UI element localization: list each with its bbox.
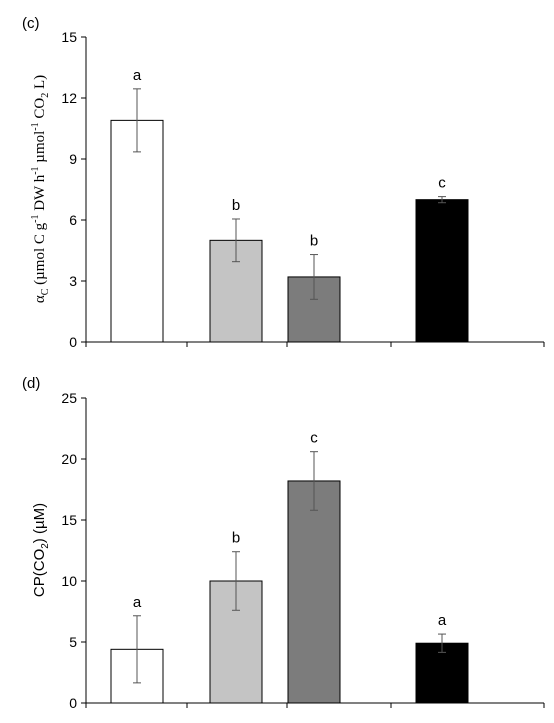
y-axis-label-part: -1 bbox=[30, 215, 41, 223]
significance-letter: a bbox=[133, 594, 142, 611]
y-axis-label-part: ) (µM) bbox=[31, 503, 48, 543]
significance-letter: b bbox=[310, 233, 318, 250]
y-tick-label: 3 bbox=[69, 273, 77, 289]
y-axis-label-part: (µmol C g bbox=[32, 222, 48, 288]
bar bbox=[110, 119, 164, 343]
y-tick-label: 5 bbox=[69, 634, 77, 650]
y-axis-label-part: CP(CO bbox=[31, 549, 48, 597]
bar bbox=[209, 239, 263, 343]
bar bbox=[415, 199, 469, 343]
y-axis-label-part: L) bbox=[32, 75, 48, 93]
y-tick-label: 0 bbox=[69, 695, 77, 711]
y-axis-label-part: µmol bbox=[32, 131, 48, 167]
y-tick-label: 10 bbox=[61, 573, 77, 589]
y-axis-label-part: -1 bbox=[30, 166, 41, 174]
y-axis-label-part: 2 bbox=[40, 543, 51, 549]
panel-d: (d) 0 5 10 15 20 25 a b c a CP(CO2) (µM) bbox=[22, 375, 545, 711]
y-axis-label-part: α bbox=[32, 295, 48, 303]
significance-letter: c bbox=[438, 175, 446, 192]
bar bbox=[287, 480, 341, 704]
significance-letter: c bbox=[310, 430, 318, 447]
y-tick-label: 20 bbox=[61, 451, 77, 467]
y-axis-label: CP(CO2) (µM) bbox=[31, 503, 51, 597]
y-axis-label-part: C bbox=[40, 288, 51, 295]
y-axis-label: αC (µmol C g-1 DW h-1 µmol-1 CO2 L) bbox=[30, 75, 51, 303]
y-tick-label: 25 bbox=[61, 390, 77, 406]
y-tick-label: 12 bbox=[61, 90, 77, 106]
y-axis-label-part: -1 bbox=[30, 122, 41, 130]
y-axis-label-part: 2 bbox=[40, 93, 51, 98]
y-tick-label: 15 bbox=[61, 512, 77, 528]
panel-label: (c) bbox=[22, 15, 40, 32]
y-tick-label: 15 bbox=[61, 29, 77, 45]
significance-letter: a bbox=[133, 67, 142, 84]
y-axis-label-part: CO bbox=[32, 98, 48, 123]
y-axis-label-part: DW h bbox=[32, 174, 48, 214]
y-tick-label: 0 bbox=[69, 334, 77, 350]
bar bbox=[415, 642, 469, 704]
y-tick-label: 9 bbox=[69, 151, 77, 167]
panel-label: (d) bbox=[22, 375, 40, 392]
y-tick-label: 6 bbox=[69, 212, 77, 228]
significance-letter: b bbox=[232, 530, 240, 547]
significance-letter: a bbox=[438, 612, 447, 629]
significance-letter: b bbox=[232, 197, 240, 214]
